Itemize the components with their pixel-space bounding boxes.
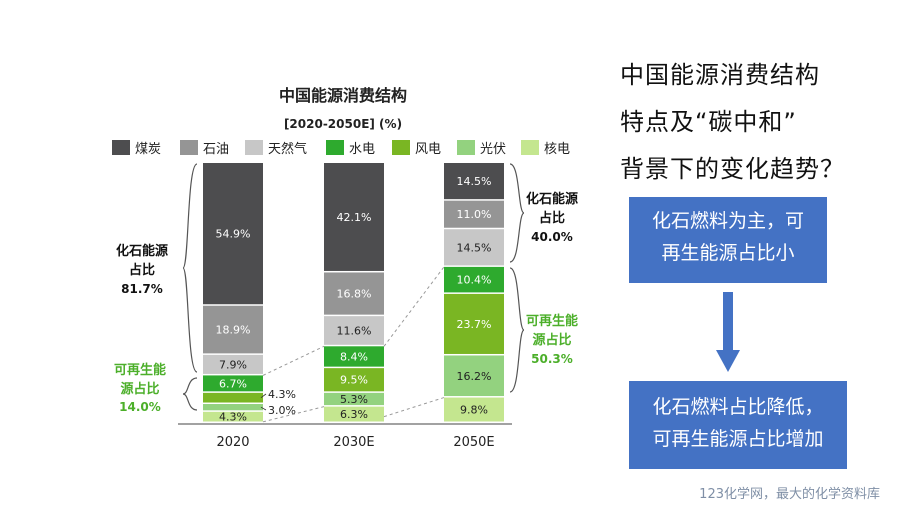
chart-subtitle: [2020-2050E] (%) xyxy=(284,117,402,131)
bar-segment-2050E-3 xyxy=(444,229,504,266)
annotation-fossil-2050-value: 40.0% xyxy=(531,230,573,244)
bar-label-2050E-5: 23.7% xyxy=(457,318,492,331)
annotation-renewable-2020-label-2: 源占比 xyxy=(120,381,159,397)
chart-title: 中国能源消费结构 xyxy=(279,86,407,105)
bar-label-2020-3: 7.9% xyxy=(219,358,247,371)
bar-segment-2030E-1 xyxy=(324,163,384,271)
annotation-fossil-2020-value: 81.7% xyxy=(121,282,163,296)
bar-label-2020-5: 4.3% xyxy=(268,388,296,401)
conclusion-box-trend-line-2: 可再生能源占比增加 xyxy=(652,428,824,450)
legend-label-3: 天然气 xyxy=(268,141,307,157)
legend-swatch-4 xyxy=(326,140,344,155)
conclusion-box-trend-line-1: 化石燃料占比降低， xyxy=(652,396,824,418)
bar-segment-2020-2 xyxy=(203,305,263,354)
brace-renewable-2050 xyxy=(509,267,525,393)
legend-swatch-6 xyxy=(457,140,475,155)
bar-segment-2020-3 xyxy=(203,354,263,374)
bar-segment-2050E-7 xyxy=(444,397,504,422)
bar-segment-2050E-6 xyxy=(444,355,504,397)
bar-label-2050E-3: 14.5% xyxy=(457,241,492,254)
leader-line-2020-5 xyxy=(260,393,267,399)
bar-segment-2020-6 xyxy=(203,404,263,411)
brace-fossil-2050 xyxy=(509,163,525,263)
bar-segment-2030E-3 xyxy=(324,316,384,345)
question-title-line-1: 中国能源消费结构 xyxy=(620,61,820,89)
bar-label-2050E-4: 10.4% xyxy=(457,274,492,287)
conclusion-box-current: 化石燃料为主，可 再生能源占比小 xyxy=(629,197,827,283)
bar-segment-2030E-7 xyxy=(324,406,384,422)
legend-swatch-7 xyxy=(521,140,539,155)
bar-segment-2030E-6 xyxy=(324,392,384,406)
arrow-down-icon xyxy=(716,292,740,372)
bar-segment-2030E-5 xyxy=(324,368,384,392)
legend-swatch-5 xyxy=(392,140,410,155)
dashed-connector-nuclear-1 xyxy=(262,406,325,423)
legend-label-6: 光伏 xyxy=(480,142,506,157)
bar-label-2030E-2: 16.8% xyxy=(337,288,372,301)
annotation-fossil-2020-label-1: 化石能源 xyxy=(116,243,168,259)
bar-label-2030E-1: 42.1% xyxy=(337,211,372,224)
question-title-line-2: 特点及“碳中和” xyxy=(620,108,797,136)
legend-swatch-2 xyxy=(180,140,198,155)
bar-segment-2030E-2 xyxy=(324,272,384,315)
bar-label-2030E-6: 5.3% xyxy=(340,393,368,406)
brace-fossil-2020 xyxy=(182,163,198,373)
annotation-renewable-2050-label-2: 源占比 xyxy=(532,332,571,348)
leader-line-2020-6 xyxy=(260,406,267,411)
annotation-renewable-2050-value: 50.3% xyxy=(531,352,573,366)
legend-label-2: 石油 xyxy=(203,142,229,157)
annotation-renewable-2020-label-1: 可再生能 xyxy=(114,362,166,378)
legend-label-5: 风电 xyxy=(415,142,441,157)
bar-segment-2020-1 xyxy=(203,163,263,305)
brace-renewable-2020 xyxy=(182,377,198,411)
bar-label-2020-4: 6.7% xyxy=(219,377,247,390)
bar-label-2030E-7: 6.3% xyxy=(340,408,368,421)
conclusion-box-current-line-1: 化石燃料为主，可 xyxy=(651,210,804,232)
bar-label-2020-6: 3.0% xyxy=(268,404,296,417)
conclusion-box-current-line-2: 再生能源占比小 xyxy=(661,242,795,264)
bar-label-2050E-6: 16.2% xyxy=(457,370,492,383)
bar-segment-2050E-2 xyxy=(444,200,504,228)
bar-label-2030E-5: 9.5% xyxy=(340,374,368,387)
dashed-connector-renewable-2 xyxy=(383,266,445,347)
bar-segment-2050E-1 xyxy=(444,163,504,200)
bar-label-2030E-3: 11.6% xyxy=(337,324,372,337)
annotation-fossil-2020-label-2: 占比 xyxy=(129,262,155,278)
conclusion-box-trend: 化石燃料占比降低， 可再生能源占比增加 xyxy=(629,381,847,469)
legend-label-1: 煤炭 xyxy=(135,142,161,157)
bar-segment-2050E-5 xyxy=(444,293,504,354)
legend-swatch-1 xyxy=(112,140,130,155)
bar-segment-2020-5 xyxy=(203,392,263,403)
x-tick-label-2030E: 2030E xyxy=(333,435,374,450)
bar-label-2050E-1: 14.5% xyxy=(457,175,492,188)
legend-label-4: 水电 xyxy=(349,142,375,157)
annotation-fossil-2050-label-1: 化石能源 xyxy=(526,191,578,207)
dashed-connector-renewable-1 xyxy=(262,345,325,376)
bar-segment-2020-4 xyxy=(203,375,263,392)
bar-segment-2050E-4 xyxy=(444,266,504,293)
question-title-line-3: 背景下的变化趋势？ xyxy=(620,155,845,183)
dashed-connector-nuclear-2 xyxy=(383,397,445,418)
legend-swatch-3 xyxy=(245,140,263,155)
bar-label-2020-7: 4.3% xyxy=(219,411,247,424)
bar-label-2050E-7: 9.8% xyxy=(460,404,488,417)
bar-segment-2030E-4 xyxy=(324,346,384,367)
legend-label-7: 核电 xyxy=(544,142,570,157)
energy-consumption-chart: 中国能源消费结构 [2020-2050E] (%) 煤炭 石油 天然气 水电 风电 光伏 核电 5… xyxy=(112,86,578,450)
bar-segment-2020-7 xyxy=(203,411,263,422)
bar-label-2020-2: 18.9% xyxy=(216,324,251,337)
annotation-renewable-2050-label-1: 可再生能 xyxy=(526,313,578,329)
x-tick-label-2020: 2020 xyxy=(216,435,249,450)
x-tick-label-2050E: 2050E xyxy=(453,435,494,450)
bar-label-2020-1: 54.9% xyxy=(216,228,251,241)
annotation-fossil-2050-label-2: 占比 xyxy=(539,210,565,226)
footer-watermark: 123化学网，最大的化学资料库 xyxy=(699,487,880,502)
bar-label-2050E-2: 11.0% xyxy=(457,208,492,221)
bar-label-2030E-4: 8.4% xyxy=(340,350,368,363)
annotation-renewable-2020-value: 14.0% xyxy=(119,400,161,414)
